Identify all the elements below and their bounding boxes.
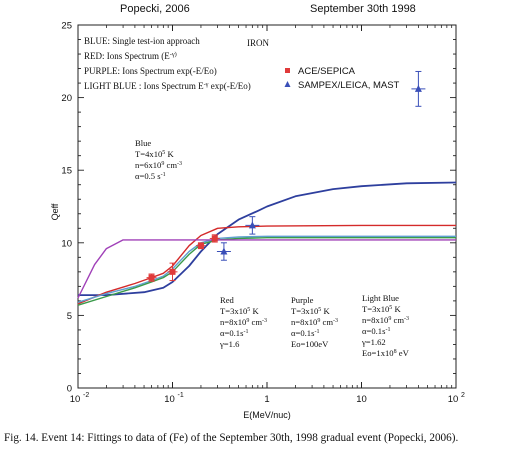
x-tick-label: 1 [264,394,269,405]
param-line: n=8x109 cm-3 [220,317,267,327]
param-line: Blue [135,138,151,148]
point-ace [197,242,204,249]
param-line: α=0.1s-1 [220,328,248,338]
y-tick-label: 5 [67,311,72,322]
fit-curves [77,181,457,306]
curve-purple [77,239,456,299]
param-line: T=3x105 K [362,304,401,314]
curve-red [77,224,456,305]
x-tick-label: 10 [448,394,459,405]
x-tick-label: 10 [70,394,81,405]
y-tick-label: 10 [61,238,72,249]
y-tick-label: 15 [61,166,72,177]
x-axis-label: E(MeV/nuc) [243,410,291,420]
point-sampex [220,247,228,255]
y-tick-label: 25 [61,21,72,32]
legend-marker-ace [285,68,290,73]
point-ace [211,235,218,242]
param-line: n=6x109 cm-3 [135,160,182,170]
data-points [146,70,426,282]
param-line: α=0.1s-1 [291,328,319,338]
legend: ACE/SEPICA SAMPEX/LEICA, MAST [284,66,400,91]
curve-lightblue [77,235,456,303]
param-line: n=8x109 cm-3 [362,315,409,325]
fit-key: BLUE: Single test-ion approach RED: Ions … [84,36,251,91]
y-tick-label: 20 [61,93,72,104]
point-ace [148,274,155,281]
chart: Popecki, 2006 September 30th 1998 0 5 10 15… [50,3,465,420]
point-sampex [414,84,422,92]
legend-label-ace: ACE/SEPICA [298,66,356,77]
x-tick-label: 10 [356,394,367,405]
param-line: Light Blue [362,293,399,303]
key-line: BLUE: Single test-ion approach [84,36,200,46]
header-right: September 30th 1998 [310,3,416,15]
param-line: Eo=100eV [291,339,329,349]
legend-marker-sampex [284,81,291,87]
param-line: γ=1.6 [219,339,240,349]
param-line: Purple [291,295,314,305]
x-tick-exponent: -1 [178,392,184,399]
x-tick-exponent: -2 [83,392,89,399]
x-tick-label: 10 [164,394,175,405]
x-tick-exponent: 2 [461,392,465,399]
param-line: γ=1.62 [361,337,386,347]
legend-label-sampex: SAMPEX/LEICA, MAST [298,80,400,91]
element-label: IRON [247,38,269,48]
key-line: RED: Ions Spectrum (E-γ) [84,51,177,62]
param-line: Eo=1x108 eV [362,348,410,358]
point-sampex [248,221,256,229]
point-ace [169,268,176,275]
param-line: α=0.5 s-1 [135,171,166,181]
param-line: T=3x105 K [291,306,330,316]
param-line: α=0.1s-1 [362,326,390,336]
param-line: Red [220,295,235,305]
param-line: n=8x109 cm-3 [291,317,338,327]
figure-caption: Fig. 14. Event 14: Fittings to data of (… [4,432,459,444]
param-line: T=4x105 K [135,149,174,159]
key-line: PURPLE: Ions Spectrum exp(-E/Eo) [84,66,217,76]
header-left: Popecki, 2006 [120,3,190,15]
y-axis-label: Qeff [50,203,60,220]
curve-green [77,237,456,306]
y-tick-label: 0 [67,384,72,395]
key-line: LIGHT BLUE : Ions Spectrum E-γ exp(-E/Eo… [84,81,251,92]
param-line: T=3x105 K [220,306,259,316]
